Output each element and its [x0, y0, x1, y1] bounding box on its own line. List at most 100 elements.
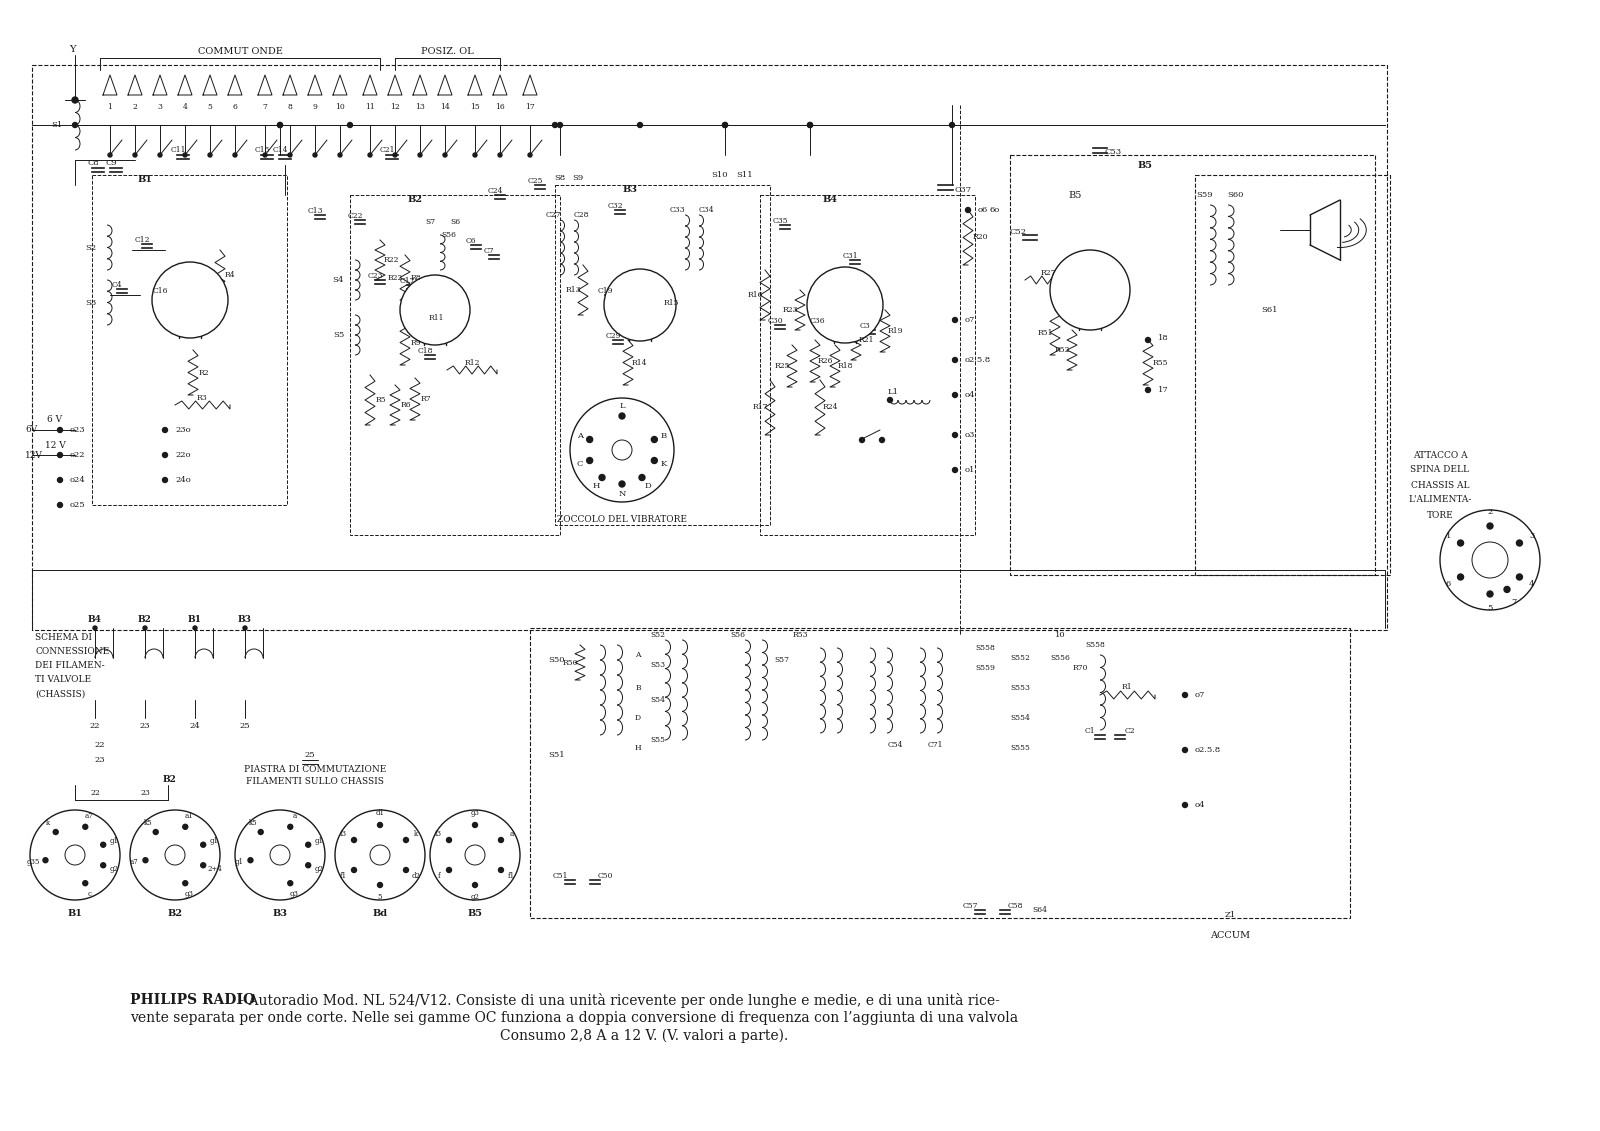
Circle shape: [430, 810, 520, 900]
Text: B1: B1: [138, 175, 152, 184]
Text: R11: R11: [429, 314, 443, 322]
Text: S11: S11: [736, 171, 754, 179]
Circle shape: [965, 207, 971, 213]
Text: C57: C57: [962, 903, 978, 910]
Circle shape: [1458, 575, 1464, 580]
Circle shape: [888, 397, 893, 403]
Circle shape: [806, 267, 883, 343]
Text: R16: R16: [747, 291, 763, 299]
Text: 3: 3: [157, 103, 163, 111]
Circle shape: [288, 881, 293, 886]
Text: f1: f1: [341, 872, 347, 880]
Text: A: A: [578, 432, 582, 440]
Text: C21: C21: [379, 146, 395, 154]
Circle shape: [498, 153, 502, 157]
Text: S60: S60: [1227, 191, 1243, 199]
Text: o4: o4: [965, 391, 976, 399]
Text: 25: 25: [304, 751, 315, 759]
Text: a: a: [509, 830, 514, 838]
Text: C22: C22: [347, 211, 363, 221]
Text: R50: R50: [562, 659, 578, 667]
Text: 17: 17: [1158, 386, 1168, 394]
Text: 22: 22: [94, 741, 106, 749]
Text: f1: f1: [507, 872, 515, 880]
Circle shape: [277, 122, 283, 128]
Circle shape: [1486, 592, 1493, 597]
Text: o2.5.8: o2.5.8: [965, 356, 992, 364]
Circle shape: [418, 153, 422, 157]
Circle shape: [638, 475, 645, 481]
Circle shape: [182, 824, 187, 829]
Text: S3: S3: [85, 299, 96, 307]
Circle shape: [130, 810, 221, 900]
Circle shape: [472, 882, 477, 888]
Text: B2: B2: [163, 776, 178, 785]
Text: R53: R53: [792, 631, 808, 639]
Text: SCHEMA DI: SCHEMA DI: [35, 633, 93, 642]
Text: 25: 25: [240, 722, 250, 729]
Text: R18: R18: [837, 362, 853, 370]
Text: o3: o3: [965, 431, 976, 439]
Text: S53: S53: [651, 661, 666, 670]
Circle shape: [109, 153, 112, 157]
Circle shape: [66, 845, 85, 865]
Text: f3: f3: [341, 830, 347, 838]
Text: S558: S558: [1085, 641, 1106, 649]
Text: B3: B3: [622, 185, 637, 195]
Circle shape: [474, 153, 477, 157]
Text: S553: S553: [1010, 684, 1030, 692]
Text: C17: C17: [400, 277, 414, 285]
Circle shape: [723, 122, 728, 128]
Text: a7: a7: [130, 858, 138, 866]
Text: C35: C35: [773, 217, 787, 225]
Circle shape: [466, 845, 485, 865]
Circle shape: [142, 625, 147, 630]
Text: C16: C16: [152, 287, 168, 295]
Circle shape: [394, 153, 397, 157]
Text: SPINA DELL: SPINA DELL: [1411, 466, 1469, 475]
Text: S6: S6: [450, 218, 461, 226]
Text: o25: o25: [70, 501, 86, 509]
Circle shape: [43, 857, 48, 863]
Text: H: H: [592, 482, 600, 490]
Text: o7: o7: [1195, 691, 1205, 699]
Circle shape: [723, 122, 728, 128]
Text: a7: a7: [85, 812, 94, 820]
Text: k5: k5: [248, 819, 258, 827]
Text: R9: R9: [411, 339, 421, 347]
Text: S57: S57: [774, 656, 789, 664]
Text: g35: g35: [27, 858, 40, 866]
Circle shape: [651, 437, 658, 442]
Text: ACCUM: ACCUM: [1210, 931, 1250, 940]
Text: R19: R19: [888, 327, 902, 335]
Text: B22: B22: [387, 274, 403, 282]
Text: TI VALVOLE: TI VALVOLE: [35, 675, 91, 684]
Text: 10: 10: [334, 103, 346, 111]
Text: g1: g1: [234, 858, 243, 866]
Text: 16: 16: [494, 103, 506, 111]
Text: C34: C34: [698, 206, 714, 214]
Text: C15: C15: [254, 146, 270, 154]
Circle shape: [403, 837, 408, 843]
Circle shape: [952, 467, 957, 473]
Text: S52: S52: [651, 631, 666, 639]
Text: g1: g1: [210, 837, 219, 845]
Text: vente separata per onde corte. Nelle sei gamme OC funziona a doppia conversione : vente separata per onde corte. Nelle sei…: [130, 1011, 1018, 1025]
Circle shape: [248, 857, 253, 863]
Circle shape: [443, 153, 446, 157]
Circle shape: [605, 269, 675, 342]
Text: g3: g3: [186, 890, 194, 898]
Text: R25: R25: [774, 362, 790, 370]
Circle shape: [83, 881, 88, 886]
Bar: [32, 64, 1387, 630]
Circle shape: [859, 438, 864, 442]
Circle shape: [262, 153, 267, 157]
Text: S56: S56: [442, 231, 456, 239]
Text: N: N: [618, 490, 626, 498]
Text: o2.5.8: o2.5.8: [1195, 746, 1221, 754]
Text: 5: 5: [208, 103, 213, 111]
Text: B: B: [661, 432, 667, 440]
Text: 5: 5: [1488, 604, 1493, 612]
Circle shape: [101, 843, 106, 847]
Circle shape: [378, 822, 382, 828]
